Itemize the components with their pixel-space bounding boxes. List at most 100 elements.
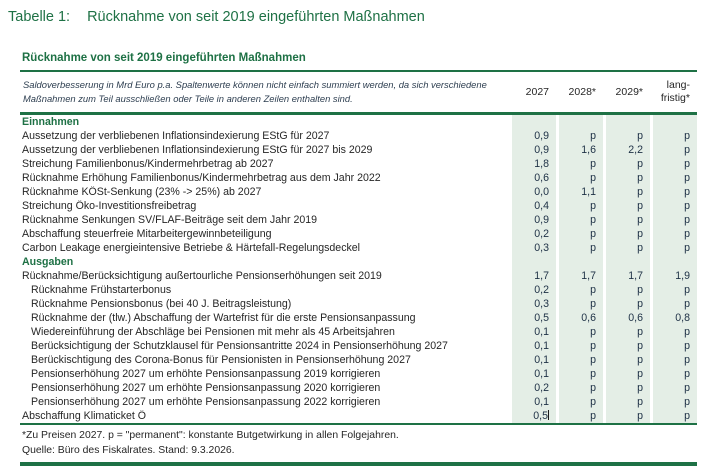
- value-cell: p: [559, 128, 603, 143]
- data-table: Rücknahme von seit 2019 eingeführten Maß…: [20, 52, 697, 466]
- table-note: Saldoverbesserung in Mrd Euro p.a. Spalt…: [23, 79, 487, 105]
- value-cell: 1,6: [559, 142, 603, 157]
- column-header: 2027: [525, 85, 549, 98]
- table-row: Berückischtigung des Corona-Bonus für Pe…: [20, 352, 697, 367]
- value-cell: p: [559, 352, 603, 367]
- value-cell: p: [606, 156, 650, 171]
- value-cell: 0,5: [512, 408, 556, 423]
- value-cell: p: [606, 324, 650, 339]
- value-cell: p: [606, 240, 650, 255]
- value-cell: p: [653, 352, 697, 367]
- value-cell: p: [653, 198, 697, 213]
- value-cell: p: [606, 128, 650, 143]
- table-row: Pensionserhöhung 2027 um erhöhte Pension…: [20, 380, 697, 395]
- value-cell: 0,1: [512, 352, 556, 367]
- value-cell: p: [559, 156, 603, 171]
- value-cell: p: [653, 380, 697, 395]
- table-row: Rücknahme der (tlw.) Abschaffung der War…: [20, 310, 697, 325]
- row-label: Rücknahme/Berücksichtigung außertourlich…: [22, 269, 382, 282]
- value-cell: 0,0: [512, 184, 556, 199]
- value-cell: 0,5: [512, 310, 556, 325]
- value-cell: 0,2: [512, 380, 556, 395]
- table-body: Einnahmen Aussetzung der verbliebenen Inf…: [20, 114, 697, 423]
- divider-bottom: [20, 422, 697, 425]
- value-cell: p: [559, 380, 603, 395]
- value-cell: p: [653, 366, 697, 381]
- value-cell: [606, 254, 650, 269]
- value-cell: [606, 114, 650, 129]
- value-cell: p: [606, 380, 650, 395]
- value-cell: p: [653, 170, 697, 185]
- value-cell: 0,4: [512, 198, 556, 213]
- row-label: Rücknahme KÖSt-Senkung (23% -> 25%) ab 2…: [22, 185, 262, 198]
- value-cell: p: [653, 142, 697, 157]
- table-row: Abschaffung steuerfreie Mitarbeitergewin…: [20, 226, 697, 241]
- table-row: Aussetzung der verbliebenen Inflationsin…: [20, 142, 697, 157]
- value-cell: p: [606, 212, 650, 227]
- value-cell: 0,1: [512, 324, 556, 339]
- row-label: Berücksichtigung der Schutzklausel für P…: [31, 339, 448, 352]
- divider-end: [20, 461, 697, 466]
- row-label: Rücknahme der (tlw.) Abschaffung der War…: [31, 311, 416, 324]
- value-cell: 0,9: [512, 128, 556, 143]
- value-cell: [653, 254, 697, 269]
- value-cell: p: [653, 408, 697, 423]
- value-cell: [559, 114, 603, 129]
- value-cell: 0,6: [512, 170, 556, 185]
- value-cell: 1,7: [606, 268, 650, 283]
- table-row: Pensionserhöhung 2027 um erhöhte Pension…: [20, 366, 697, 381]
- value-cell: p: [559, 338, 603, 353]
- divider-header: [20, 112, 697, 115]
- value-cell: p: [653, 282, 697, 297]
- value-cell: p: [653, 226, 697, 241]
- value-cell: 2,2: [606, 142, 650, 157]
- value-cell: p: [606, 170, 650, 185]
- value-cell: p: [559, 296, 603, 311]
- document-title: Tabelle 1: Rücknahme von seit 2019 einge…: [8, 9, 425, 25]
- value-cell: p: [559, 170, 603, 185]
- row-label: Aussetzung der verbliebenen Inflationsin…: [22, 143, 373, 156]
- value-cell: 0,8: [653, 310, 697, 325]
- row-label: Abschaffung Klimaticket Ö: [22, 409, 147, 422]
- text-cursor: [548, 409, 549, 420]
- value-cell: 1,7: [559, 268, 603, 283]
- value-cell: 0,6: [606, 310, 650, 325]
- row-label: Streichung Öko-Investitionsfreibetrag: [22, 199, 197, 212]
- value-cell: [512, 114, 556, 129]
- column-header: 2028*: [568, 85, 596, 98]
- table-footnote: *Zu Preisen 2027. p = "permanent": konst…: [22, 429, 399, 441]
- row-label: Aussetzung der verbliebenen Inflationsin…: [22, 129, 330, 142]
- row-label: Carbon Leakage energieintensive Betriebe…: [22, 241, 361, 254]
- section-header-label: Ausgaben: [22, 255, 74, 268]
- value-cell: p: [653, 296, 697, 311]
- value-cell: p: [606, 296, 650, 311]
- table-row: Pensionserhöhung 2027 um erhöhte Pension…: [20, 394, 697, 409]
- value-cell: 1,8: [512, 156, 556, 171]
- section-header-row: Einnahmen: [20, 114, 697, 129]
- value-cell: p: [559, 198, 603, 213]
- value-cell: p: [606, 184, 650, 199]
- row-label: Rücknahme Frühstarterbonus: [31, 283, 172, 296]
- table-row: Wiedereinführung der Abschläge bei Pensi…: [20, 324, 697, 339]
- table-row: Rücknahme KÖSt-Senkung (23% -> 25%) ab 2…: [20, 184, 697, 199]
- value-cell: 0,1: [512, 394, 556, 409]
- column-header: 2029*: [615, 85, 643, 98]
- value-cell: p: [653, 324, 697, 339]
- row-label: Berückischtigung des Corona-Bonus für Pe…: [31, 353, 411, 366]
- value-cell: p: [606, 282, 650, 297]
- value-cell: [512, 254, 556, 269]
- row-label: Rücknahme Senkungen SV/FLAF-Beiträge sei…: [22, 213, 318, 226]
- value-cell: p: [559, 282, 603, 297]
- value-cell: 1,9: [653, 268, 697, 283]
- value-cell: p: [653, 338, 697, 353]
- value-cell: p: [606, 408, 650, 423]
- table-number-label: Tabelle 1:: [8, 9, 71, 25]
- value-cell: [653, 114, 697, 129]
- value-cell: p: [559, 240, 603, 255]
- divider-top: [20, 70, 697, 72]
- value-cell: p: [559, 394, 603, 409]
- table-row: Rücknahme Frühstarterbonus 0,2 p p p: [20, 282, 697, 297]
- table-row: Carbon Leakage energieintensive Betriebe…: [20, 240, 697, 255]
- value-cell: [559, 254, 603, 269]
- value-cell: p: [653, 184, 697, 199]
